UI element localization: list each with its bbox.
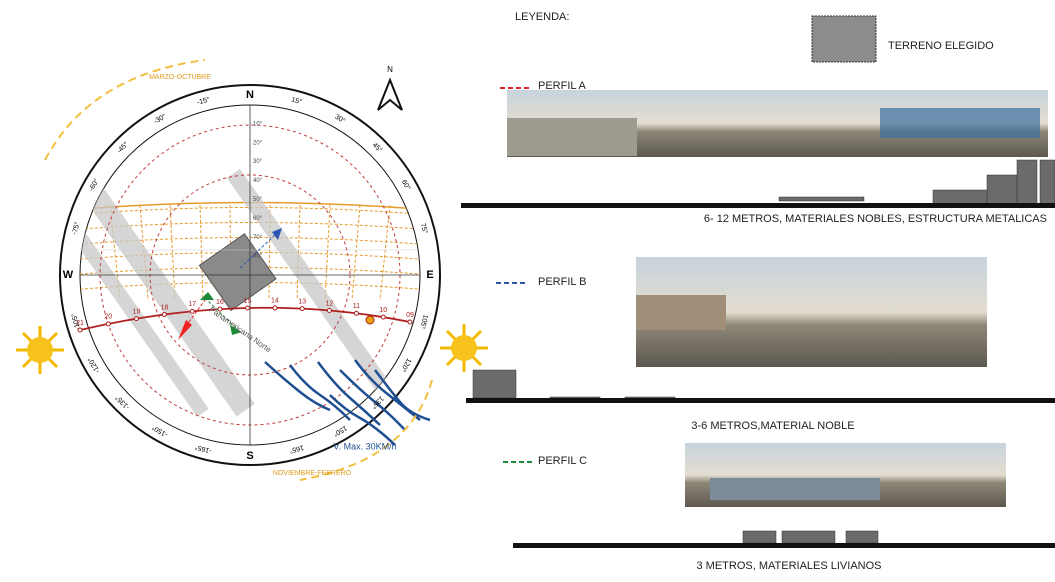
season-arc [44, 59, 206, 161]
legend-title: LEYENDA: [515, 11, 569, 23]
azimuth-label: 165° [288, 443, 304, 455]
blocks [778, 159, 1055, 206]
hour-label: 20 [104, 314, 112, 321]
altitude-label: 10° [253, 121, 263, 127]
profile-label: PERFIL B [538, 276, 587, 288]
photo-detail [710, 478, 880, 500]
azimuth-label: -45° [115, 140, 130, 155]
hour-point [299, 306, 305, 312]
azimuth-label: 45° [371, 141, 384, 154]
outer-ring [59, 84, 441, 466]
hour-label: 19 [132, 309, 140, 316]
hour-point [245, 305, 250, 311]
legend-site: TERRENO ELEGIDO [888, 40, 994, 52]
altitude-label: 40° [253, 178, 263, 184]
cardinal: W [63, 269, 74, 281]
sun-icon [16, 326, 64, 374]
season-label: NOVIEMBRE-FEBRERO [273, 470, 352, 477]
azimuth-label: 150° [332, 424, 349, 438]
azimuth-label: 105° [418, 314, 430, 330]
cardinal: S [246, 450, 253, 462]
hour-label: 18 [160, 304, 168, 311]
ground-line [513, 543, 1055, 548]
azimuth-label: 75° [419, 222, 430, 234]
azimuth-label: -135° [114, 393, 132, 411]
wind-arrows [264, 359, 431, 446]
profile-label: PERFIL A [538, 80, 587, 92]
ventilation-arrows [178, 228, 282, 340]
hour-point [407, 319, 413, 325]
altitude-label: 20° [253, 140, 263, 146]
profile-label: PERFIL C [538, 455, 587, 467]
altitude-label: 70° [253, 235, 263, 241]
hour-point [161, 312, 167, 317]
hour-label: 09 [406, 312, 414, 319]
hour-point [353, 310, 359, 316]
altitude-label: 80° [253, 254, 263, 260]
azimuth-label: -60° [87, 177, 100, 192]
azimuth-label: -15° [196, 95, 211, 106]
north-arrow-label: N [387, 65, 393, 74]
azimuth-label: 120° [399, 357, 413, 374]
legend-swatch [811, 15, 877, 63]
wind-label: V. Max. 30KM/h [333, 441, 396, 451]
altitude-label: 30° [253, 159, 263, 165]
hour-label: 10 [379, 307, 387, 314]
hour-label: 16 [216, 299, 224, 306]
photo-detail [507, 118, 637, 156]
hour-point [217, 306, 223, 312]
azimuth-label: -165° [194, 443, 213, 455]
blocks [472, 369, 676, 401]
season-label: MARZO-OCTUBRE [149, 74, 211, 81]
hour-label: 12 [325, 300, 333, 307]
azimuth-label: -30° [152, 112, 167, 125]
profile-caption: 3 METROS, MATERIALES LIVIANOS [696, 560, 881, 572]
cardinal: N [246, 89, 254, 101]
cardinal: E [426, 269, 433, 281]
azimuth-label: 30° [333, 113, 346, 125]
photo-detail [880, 108, 1040, 138]
hour-point [77, 327, 83, 333]
hour-point [272, 305, 278, 311]
photo-detail [636, 295, 726, 330]
altitude-label: 60° [253, 216, 263, 222]
sun-position [365, 315, 375, 325]
azimuth-label: -75° [70, 221, 81, 236]
azimuth-label: -150° [150, 423, 169, 438]
profile-caption: 3-6 METROS,MATERIAL NOBLE [691, 420, 854, 432]
north-arrow [377, 77, 403, 111]
hour-label: 14 [271, 298, 279, 305]
hour-point [380, 314, 386, 320]
site [198, 233, 277, 312]
hour-label: 15 [244, 298, 252, 305]
hour-label: 17 [188, 301, 196, 308]
hour-label: 11 [353, 303, 360, 310]
hour-label: 21 [76, 320, 84, 327]
hour-point [133, 316, 139, 322]
hour-label: 13 [298, 299, 306, 306]
sun-chart: N N S E W MARZO-OCTUBRE NOVIEMBRE-FEBRER… [16, 59, 488, 481]
sun-icon [440, 324, 488, 372]
azimuth-label: 15° [290, 96, 302, 107]
hour-point [189, 308, 195, 314]
ground-line [461, 203, 1055, 208]
profile-caption: 6- 12 METROS, MATERIALES NOBLES, ESTRUCT… [704, 213, 1047, 225]
hour-point [326, 308, 332, 313]
season-arc [299, 379, 433, 481]
ground-line [466, 398, 1055, 403]
blocks [742, 530, 879, 544]
azimuth-label: 60° [400, 178, 412, 191]
altitude-label: 50° [253, 197, 263, 203]
azimuth-label: -120° [86, 356, 101, 375]
hour-point [105, 321, 111, 327]
